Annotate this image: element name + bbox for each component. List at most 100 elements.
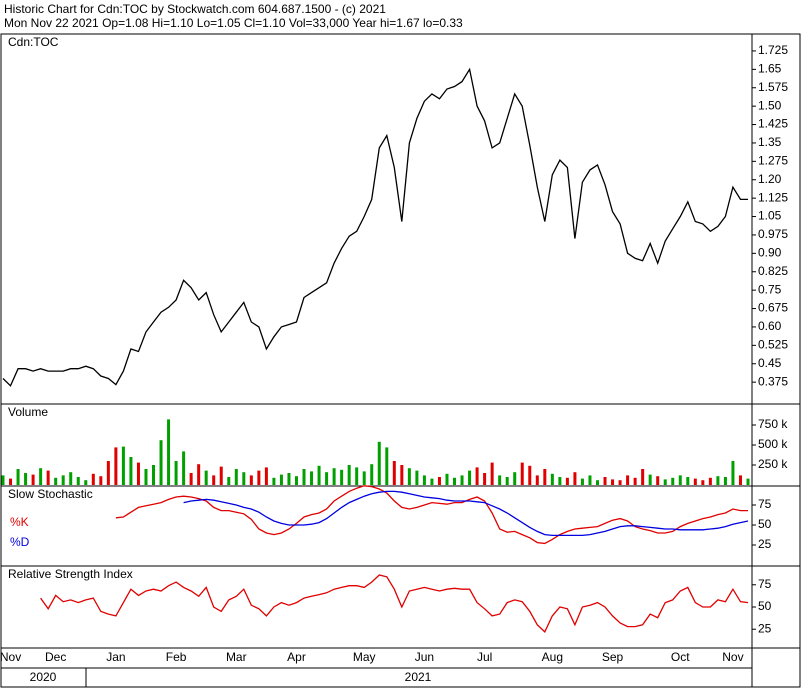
volume-bar (392, 461, 396, 485)
volume-bar (212, 475, 216, 485)
chart-frame (0, 33, 801, 688)
y-tick-label: 0.90 (758, 246, 782, 260)
y-tick-label: 750 k (758, 417, 788, 431)
volume-bar (656, 476, 660, 485)
volume-bar (746, 478, 750, 485)
y-tick-label: 1.35 (758, 135, 782, 149)
volume-bar (189, 473, 193, 485)
volume-bar (136, 462, 140, 485)
x-tick-label: Sep (602, 650, 624, 664)
volume-bar (453, 477, 457, 485)
volume-bar (159, 440, 163, 485)
volume-bar (550, 473, 554, 485)
x-tick-label: Nov (722, 650, 743, 664)
y-tick-label: 50 (758, 599, 772, 613)
volume-bar (84, 480, 88, 485)
volume-bar (227, 477, 231, 485)
volume-bar (513, 472, 517, 485)
volume-bar (272, 477, 276, 485)
volume-bar (580, 478, 584, 485)
y-tick-label: 500 k (758, 437, 788, 451)
x-tick-label: Jul (477, 650, 492, 664)
header-line: Historic Chart for Cdn:TOC by Stockwatch… (4, 2, 386, 16)
volume-bar (641, 469, 645, 485)
volume-bar (528, 465, 532, 485)
y-tick-label: 0.60 (758, 319, 782, 333)
volume-bar (249, 475, 253, 485)
volume-bar (716, 476, 720, 485)
year-label: 2021 (405, 670, 432, 684)
volume-bar (445, 473, 449, 485)
x-tick-label: Dec (45, 650, 66, 664)
volume-bar (167, 419, 171, 485)
y-tick-label: 0.975 (758, 227, 788, 241)
x-tick-label: Aug (542, 650, 563, 664)
y-tick-label: 0.75 (758, 282, 782, 296)
volume-bar (595, 480, 599, 485)
volume-bar (611, 479, 615, 485)
volume-bar (129, 457, 133, 485)
volume-bar (626, 475, 630, 485)
volume-bar (663, 479, 667, 485)
volume-bar (483, 473, 487, 485)
volume-bar (671, 477, 675, 485)
volume-bar (355, 467, 359, 485)
volume-bar (257, 470, 261, 485)
y-tick-label: 1.575 (758, 80, 788, 94)
volume-bar (182, 451, 186, 485)
x-tick-label: Apr (287, 650, 306, 664)
volume-bar (415, 470, 419, 485)
volume-bar (693, 478, 697, 485)
y-tick-label: 50 (758, 517, 772, 531)
y-tick-label: 25 (758, 621, 772, 635)
volume-bar (234, 469, 238, 485)
volume-bar (279, 474, 283, 485)
volume-bar (400, 465, 404, 485)
volume-bar (543, 469, 547, 485)
volume-bar (370, 464, 374, 485)
volume-bar (422, 475, 426, 485)
volume-bar (16, 469, 20, 485)
y-tick-label: 1.425 (758, 117, 788, 131)
volume-bar (287, 473, 291, 485)
volume-bar (385, 447, 389, 485)
volume-bar (152, 465, 156, 485)
legend-entry: %D (10, 535, 30, 549)
series-line (115, 485, 748, 545)
volume-bar (114, 447, 118, 485)
volume-bar (588, 475, 592, 485)
volume-bar (106, 461, 110, 485)
volume-bar (678, 475, 682, 485)
y-tick-label: 0.45 (758, 356, 782, 370)
volume-bar (490, 462, 494, 485)
y-tick-label: 250 k (758, 457, 788, 471)
volume-bar (242, 472, 246, 485)
series-line (2, 67, 748, 387)
y-tick-label: 75 (758, 577, 772, 591)
volume-bar (565, 477, 569, 485)
volume-bar (1, 475, 5, 485)
volume-bar (437, 477, 441, 485)
panel-title: Relative Strength Index (8, 567, 133, 581)
volume-bar (325, 472, 329, 485)
volume-bar (708, 477, 712, 485)
y-tick-label: 1.50 (758, 98, 782, 112)
y-tick-label: 1.65 (758, 62, 782, 76)
x-tick-label: Oct (671, 650, 690, 664)
y-tick-label: 1.05 (758, 209, 782, 223)
volume-bar (498, 475, 502, 485)
volume-bar (24, 473, 28, 485)
volume-bar (603, 477, 607, 485)
panel-title: Volume (8, 405, 48, 419)
volume-bar (701, 480, 705, 485)
y-tick-label: 1.125 (758, 190, 788, 204)
volume-bar (39, 468, 43, 485)
volume-bar (407, 468, 411, 485)
volume-bar (633, 477, 637, 485)
y-tick-label: 0.675 (758, 301, 788, 315)
y-tick-label: 0.525 (758, 338, 788, 352)
volume-bar (723, 477, 727, 485)
volume-bar (618, 480, 622, 485)
volume-bar (535, 475, 539, 485)
panel-title: Slow Stochastic (8, 487, 93, 501)
